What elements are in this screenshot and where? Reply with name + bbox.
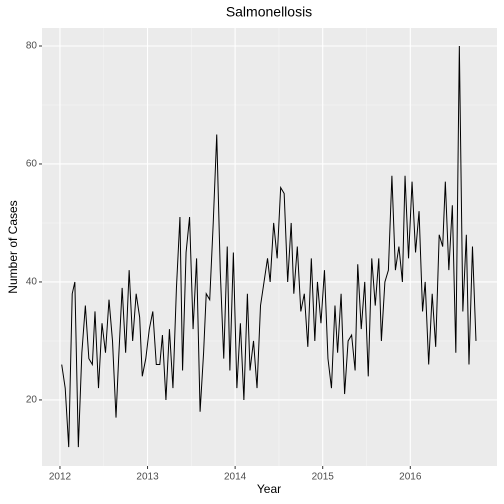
plot-panel — [42, 28, 497, 466]
y-tick-label: 20 — [26, 395, 38, 406]
x-tick-label: 2014 — [224, 472, 247, 483]
x-axis-label: Year — [257, 482, 281, 496]
y-tick-label: 40 — [26, 277, 38, 288]
y-tick-label: 80 — [26, 41, 38, 52]
x-tick-label: 2012 — [49, 472, 72, 483]
x-tick-label: 2016 — [399, 472, 422, 483]
x-tick-label: 2015 — [312, 472, 335, 483]
chart-title: Salmonellosis — [226, 4, 312, 20]
data-line — [61, 45, 477, 448]
y-tick-label: 60 — [26, 159, 38, 170]
y-axis-label: Number of Cases — [6, 200, 20, 293]
x-tick-label: 2013 — [136, 472, 159, 483]
